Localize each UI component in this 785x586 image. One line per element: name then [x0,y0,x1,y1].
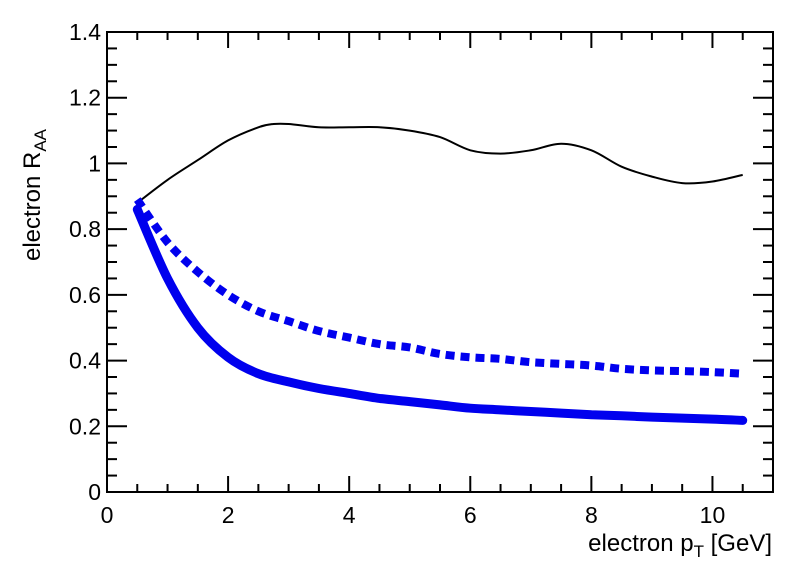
y-tick-label: 0 [88,479,101,505]
y-tick-label: 0.6 [69,282,101,308]
y-tick-label: 0.4 [69,348,101,374]
x-tick-label: 6 [464,502,477,528]
x-tick-label: 4 [343,502,356,528]
y-tick-label: 1.4 [69,19,101,45]
y-tick-label: 0.2 [69,413,101,439]
y-tick-labels: 0 0.2 0.4 0.6 0.8 1 1.2 1.4 [69,19,101,505]
axis-ticks [106,31,774,493]
plot-frame [106,31,774,493]
y-tick-label: 0.8 [69,216,101,242]
y-tick-label: 1 [88,150,101,176]
x-tick-labels: 0 2 4 6 8 10 [101,502,726,528]
series-line-2 [134,197,743,378]
y-axis-label: electron RAA [19,128,50,261]
x-tick-label: 8 [585,502,598,528]
y-tick-label: 1.2 [69,85,101,111]
series-line-3 [132,204,748,425]
x-tick-label: 2 [222,502,235,528]
x-tick-label: 0 [101,502,114,528]
x-tick-label: 10 [700,502,726,528]
x-axis-label: electron pT [GeV] [588,530,772,561]
series-line-1 [136,122,743,204]
series-layer [132,122,748,425]
